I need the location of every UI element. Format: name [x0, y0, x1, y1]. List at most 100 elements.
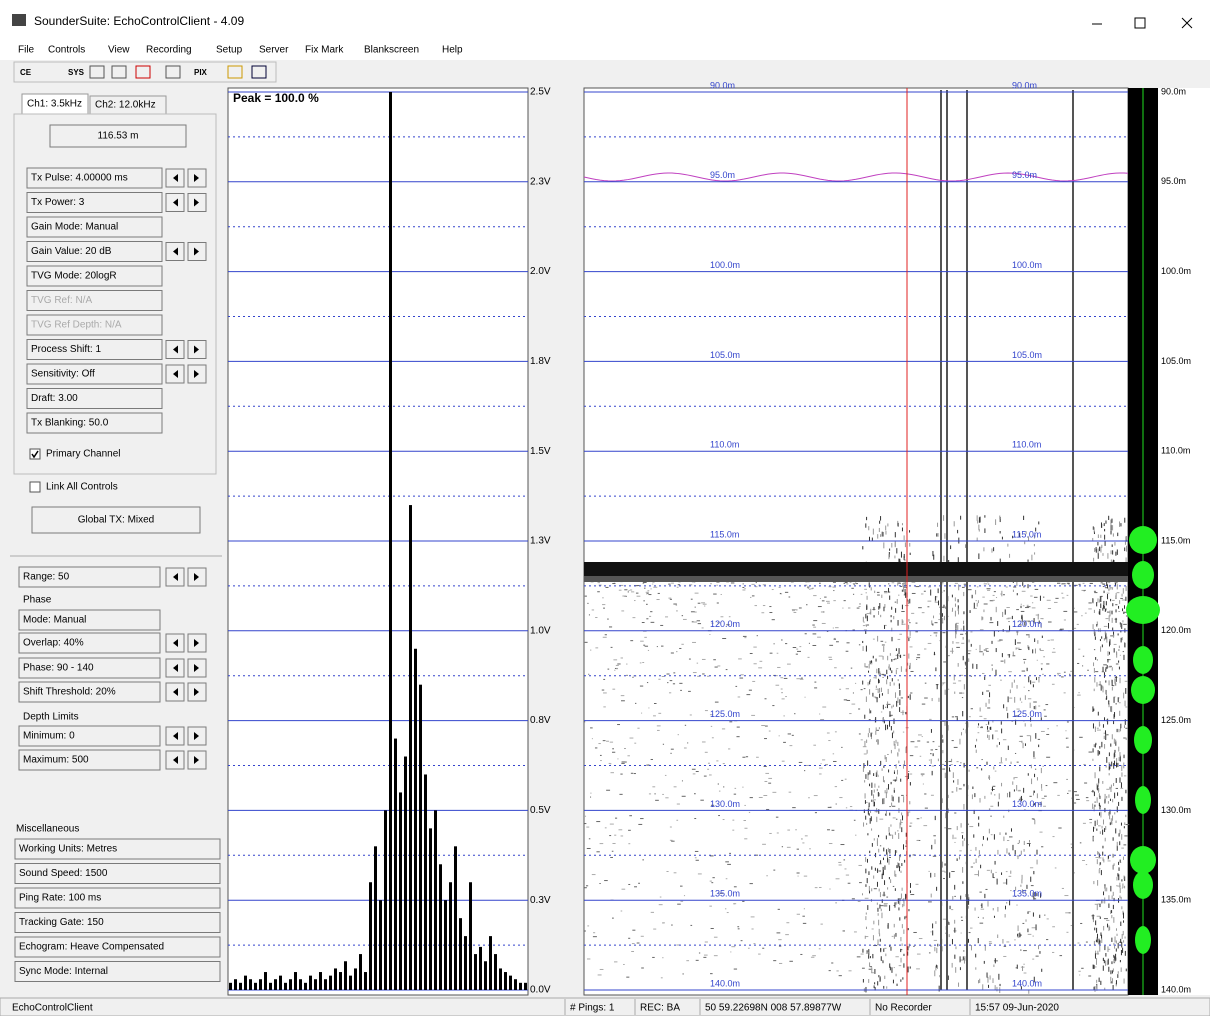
echo-dot — [984, 718, 987, 719]
echo-dot — [1003, 816, 1004, 818]
echo-dot — [859, 644, 860, 645]
echo-dot — [1003, 956, 1006, 957]
echo-dot — [889, 859, 890, 865]
echo-dot — [1105, 730, 1106, 734]
echo-dot — [1114, 753, 1115, 758]
echo-dot — [839, 797, 842, 798]
echo-dot — [908, 771, 909, 772]
echo-dot — [891, 659, 892, 662]
echo-dot — [673, 683, 675, 684]
echo-dot — [1102, 846, 1103, 849]
echo-dot — [902, 710, 903, 715]
toolbar-button[interactable]: CE — [20, 68, 32, 77]
echo-dot — [1001, 783, 1002, 786]
echo-dot — [995, 861, 996, 865]
echo-dot — [684, 895, 685, 896]
control-label: Overlap: 40% — [23, 638, 84, 649]
echo-dot — [762, 948, 764, 949]
checkbox[interactable] — [30, 482, 40, 492]
echo-dot — [898, 907, 899, 910]
menu-item[interactable]: Setup — [216, 45, 243, 56]
echo-dot — [696, 960, 699, 961]
echo-dot — [896, 764, 897, 768]
echo-dot — [955, 597, 956, 601]
echo-dot — [1106, 888, 1107, 892]
echo-dot — [1113, 905, 1114, 909]
echo-dot — [857, 956, 861, 957]
echo-dot — [970, 610, 971, 613]
echo-dot — [704, 606, 705, 607]
toolbar-button[interactable]: PIX — [194, 68, 208, 77]
echo-dot — [1125, 937, 1126, 939]
echo-dot — [729, 616, 731, 617]
echo-dot — [1108, 651, 1109, 656]
echo-dot — [969, 640, 970, 643]
checkbox-label[interactable]: Primary Channel — [46, 449, 120, 460]
section-heading: Miscellaneous — [16, 824, 79, 835]
echo-dot — [1027, 605, 1029, 606]
sample-bar — [259, 979, 262, 990]
echo-dot — [600, 969, 604, 970]
echo-dot — [866, 604, 867, 609]
echo-dot — [1096, 980, 1097, 983]
echo-dot — [1085, 590, 1086, 591]
menu-item[interactable]: Recording — [146, 45, 192, 56]
echo-dot — [1014, 777, 1015, 779]
echo-dot — [1094, 591, 1096, 592]
echo-dot — [883, 948, 884, 951]
echo-dot — [882, 798, 883, 804]
echo-dot — [898, 595, 899, 596]
echo-dot — [1093, 965, 1094, 969]
echo-dot — [881, 913, 882, 919]
echo-dot — [1062, 888, 1064, 889]
echo-dot — [865, 816, 866, 820]
global-tx-label[interactable]: Global TX: Mixed — [78, 515, 155, 526]
checkbox-label[interactable]: Link All Controls — [46, 482, 118, 493]
echo-dot — [1113, 959, 1114, 963]
echo-dot — [1058, 828, 1061, 829]
menu-item[interactable]: Controls — [48, 45, 85, 56]
sample-bar — [249, 979, 252, 990]
echo-dot — [666, 871, 668, 872]
echo-dot — [622, 761, 626, 762]
echo-dot — [879, 889, 880, 892]
echo-dot — [1064, 619, 1066, 620]
echo-dot — [895, 888, 896, 891]
menu-item[interactable]: Fix Mark — [305, 45, 344, 56]
echo-dot — [897, 770, 898, 775]
menu-item[interactable]: View — [108, 45, 130, 56]
echo-dot — [615, 818, 617, 819]
tab-label[interactable]: Ch2: 12.0kHz — [95, 100, 156, 111]
echo-dot — [761, 612, 764, 613]
checkbox[interactable] — [30, 449, 40, 459]
echo-dot — [1118, 611, 1120, 612]
echo-dot — [598, 582, 600, 583]
echo-dot — [971, 866, 973, 867]
echo-dot — [737, 727, 740, 728]
echo-dot — [829, 970, 831, 971]
echo-dot — [679, 648, 681, 649]
menu-item[interactable]: File — [18, 45, 35, 56]
echo-dot — [866, 823, 867, 825]
echo-dot — [799, 646, 801, 647]
echo-dot — [1093, 881, 1094, 884]
menu-item[interactable]: Blankscreen — [364, 45, 419, 56]
echo-dot — [1094, 744, 1095, 747]
echo-dot — [1048, 608, 1051, 609]
menu-item[interactable]: Help — [442, 45, 463, 56]
color-bar-blob — [1135, 926, 1151, 954]
echo-dot — [1047, 600, 1051, 601]
echo-dot — [959, 856, 960, 859]
echo-dot — [1110, 799, 1111, 801]
tab-label[interactable]: Ch1: 3.5kHz — [27, 99, 82, 110]
echo-dot — [963, 621, 964, 625]
echo-dot — [1121, 942, 1122, 948]
echo-dot — [1053, 782, 1057, 783]
sample-bar — [349, 976, 352, 990]
echo-dot — [923, 784, 924, 785]
toolbar-button[interactable]: SYS — [68, 68, 85, 77]
echo-dot — [729, 721, 732, 722]
menu-item[interactable]: Server — [259, 45, 289, 56]
echo-dot — [1067, 793, 1068, 794]
echo-dot — [1096, 682, 1097, 687]
